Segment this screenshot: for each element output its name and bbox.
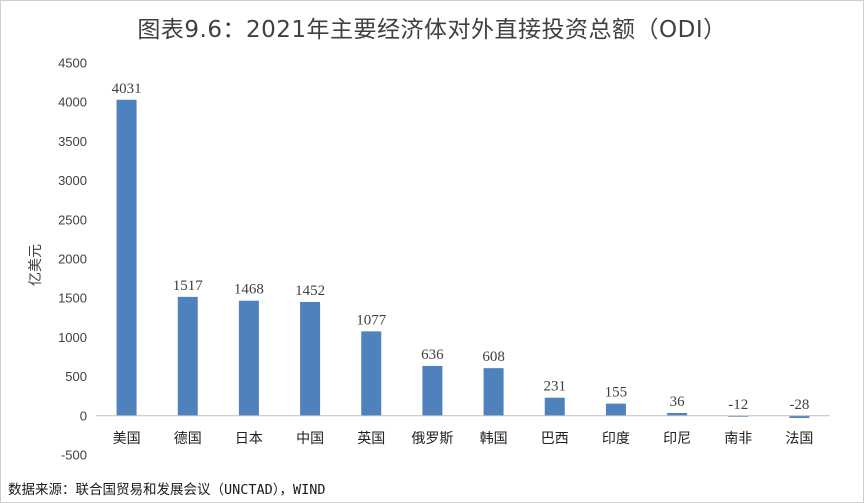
data-label: 231 [544, 379, 567, 395]
y-tick-label: 1500 [58, 291, 87, 306]
bar [238, 300, 259, 416]
bar [667, 412, 688, 416]
category-label: 英国 [357, 430, 385, 447]
category-label: 法国 [785, 431, 813, 447]
y-tick-label: 4500 [58, 56, 87, 71]
bar [177, 296, 198, 416]
y-tick-label: 0 [80, 408, 87, 423]
category-label: 南非 [724, 431, 752, 447]
chart-title: 图表9.6：2021年主要经济体对外直接投资总额（ODI） [137, 17, 727, 43]
bar [605, 403, 626, 416]
data-labels: 4031 1517 1468 1452 1077 636 608 231 155 36 -12 -28 [112, 81, 810, 413]
category-label: 韩国 [480, 431, 508, 447]
bar [789, 415, 810, 418]
data-label: -12 [728, 397, 748, 413]
y-tick-label: 500 [65, 369, 87, 384]
category-label: 印尼 [663, 431, 691, 447]
category-label: 中国 [296, 431, 324, 447]
data-label: 1517 [173, 278, 204, 294]
data-label: 1452 [295, 283, 325, 299]
bar [361, 331, 382, 416]
bar [483, 368, 504, 416]
bar [544, 397, 565, 416]
data-label: 1077 [356, 312, 387, 328]
y-tick-label: 1000 [58, 330, 87, 345]
bar [422, 365, 443, 416]
category-label: 巴西 [541, 431, 569, 447]
category-label: 印度 [602, 431, 630, 447]
y-tick-label: 2000 [58, 252, 87, 267]
source-note: 数据来源：联合国贸易和发展会议（UNCTAD），WIND [8, 482, 326, 498]
data-label: 36 [670, 394, 686, 410]
y-tick-label: 2500 [58, 212, 87, 227]
y-tick-label: 3500 [58, 134, 87, 149]
data-label: 636 [421, 347, 444, 363]
data-label: -28 [789, 397, 809, 413]
y-tick-label: -500 [61, 448, 87, 463]
category-label: 德国 [174, 431, 202, 447]
bars [116, 99, 810, 418]
data-label: 4031 [112, 81, 142, 97]
y-axis-title: 亿美元 [28, 244, 44, 286]
bar [300, 301, 321, 416]
data-label: 608 [482, 349, 505, 365]
data-label: 155 [605, 385, 628, 401]
category-labels: 美国 德国 日本 中国 英国 俄罗斯 韩国 巴西 印度 印尼 南非 法国 [113, 430, 814, 447]
category-label: 日本 [235, 431, 263, 447]
y-tick-label: 3000 [58, 173, 87, 188]
bar [116, 99, 137, 416]
category-label: 俄罗斯 [411, 431, 453, 447]
y-tick-label: 4000 [58, 95, 87, 110]
category-label: 美国 [113, 431, 141, 447]
data-label: 1468 [234, 282, 264, 298]
y-axis: -500 0 500 1000 1500 2000 2500 3000 3500 4000 4500 [58, 56, 87, 463]
